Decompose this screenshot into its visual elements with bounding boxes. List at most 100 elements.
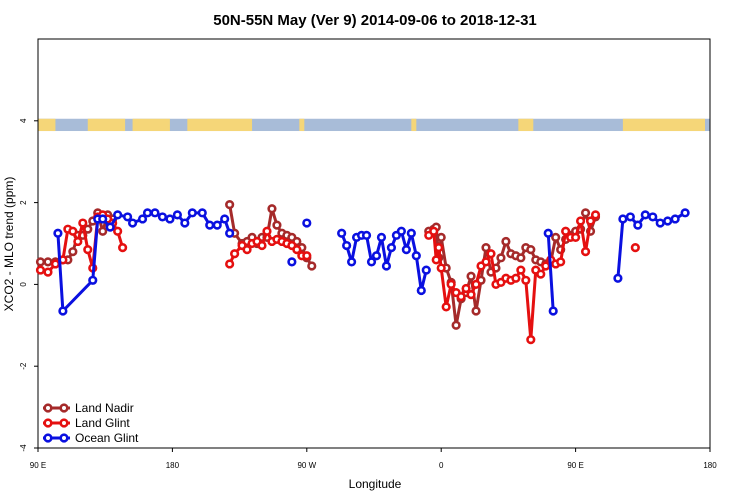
land-nadir-point: [471, 306, 481, 316]
land-nadir-point: [551, 232, 561, 242]
land-nadir-point: [307, 261, 317, 271]
ocean-glint-point: [197, 208, 207, 218]
ocean-glint-point: [142, 208, 153, 218]
ocean-glint-point: [411, 251, 421, 261]
legend-swatch-marker: [59, 418, 69, 428]
legend-label: Land Glint: [75, 416, 130, 430]
land-glint-point: [434, 242, 444, 253]
land-nadir-point: [225, 200, 235, 210]
ocean-glint-point: [172, 210, 182, 220]
land-glint-point: [486, 249, 496, 259]
ocean-glint-point: [165, 214, 175, 224]
y-tick-label: -4: [19, 444, 28, 452]
ocean-glint-point: [663, 216, 673, 226]
ocean-glint-point: [58, 306, 68, 316]
ocean-glint-point: [421, 265, 431, 275]
land-glint-point: [461, 283, 471, 294]
land-glint-point: [35, 265, 46, 275]
ocean-glint-point: [406, 228, 416, 238]
land-glint-point: [541, 261, 551, 271]
ocean-glint-point: [618, 214, 628, 224]
ocean-glint-point: [342, 240, 352, 251]
land-glint-point: [262, 226, 272, 236]
land-band: [132, 118, 170, 132]
y-tick-label: 0: [19, 282, 28, 287]
land-glint-point: [561, 226, 571, 236]
land-band: [411, 118, 417, 132]
land-glint-point: [257, 240, 267, 251]
ocean-glint-point: [633, 220, 643, 230]
ocean-glint-point: [347, 257, 357, 267]
land-nadir-point: [501, 236, 511, 247]
ocean-glint-point: [88, 275, 98, 285]
legend-item-land-nadir: Land Nadir: [43, 401, 134, 415]
legend-swatch-marker: [59, 403, 69, 413]
land-glint-point: [590, 210, 601, 220]
ocean-glint-point: [150, 208, 160, 218]
legend-swatch-marker: [43, 403, 53, 413]
land-glint-point: [526, 335, 536, 345]
x-tick-label: 180: [703, 461, 717, 470]
ocean-glint-point: [53, 228, 63, 238]
ocean-glint-point: [396, 226, 406, 236]
ocean-glint-line: [546, 233, 555, 312]
ocean-glint-point: [543, 228, 553, 238]
legend-item-land-glint: Land Glint: [43, 416, 130, 430]
land-glint-point: [431, 255, 441, 265]
ocean-glint-point: [613, 273, 623, 283]
ocean-glint-point: [376, 232, 387, 242]
ocean-glint-point: [648, 212, 658, 222]
land-nadir-point: [516, 253, 526, 263]
ocean-glint-point: [137, 214, 148, 224]
ocean-glint-point: [287, 257, 297, 267]
ocean-glint-point: [381, 261, 392, 271]
land-glint-point: [536, 269, 546, 279]
legend-label: Ocean Glint: [75, 431, 139, 445]
land-nadir-point: [496, 253, 506, 263]
land-glint-point: [429, 226, 439, 236]
x-axis-label: Longitude: [349, 477, 402, 491]
x-tick-label: 90 W: [297, 461, 316, 470]
ocean-glint-point: [386, 242, 397, 253]
ocean-glint-point: [180, 218, 190, 228]
y-axis: -4 -2 0 2 4: [19, 118, 38, 452]
y-tick-label: 4: [19, 118, 28, 123]
chart-title: 50N-55N May (Ver 9) 2014-09-06 to 2018-1…: [213, 12, 537, 29]
land-glint-point: [242, 245, 252, 255]
y-tick-label: 2: [19, 200, 28, 205]
land-glint-point: [73, 236, 83, 247]
x-tick-label: 0: [439, 461, 444, 470]
land-nadir-point: [580, 208, 591, 218]
ocean-glint-point: [220, 214, 230, 224]
land-glint-point: [516, 265, 526, 275]
land-ocean-strip: [38, 118, 710, 132]
ocean-glint-point: [205, 220, 215, 230]
land-glint-point: [585, 216, 596, 226]
ocean-glint-point: [548, 306, 558, 316]
x-tick-label: 180: [166, 461, 180, 470]
x-tick-label: 90 E: [30, 461, 46, 470]
ocean-glint-point: [98, 214, 108, 224]
land-nadir-point: [451, 320, 461, 330]
land-nadir-point: [98, 226, 108, 236]
x-axis: 90 E 180 90 W 0 90 E 180: [30, 448, 717, 470]
land-nadir-point: [526, 245, 536, 255]
ocean-glint-point: [302, 218, 312, 228]
land-nadir-point: [436, 232, 446, 242]
ocean-glint-point: [371, 251, 382, 261]
land-glint-point: [441, 302, 451, 312]
land-glint-point: [511, 273, 521, 283]
land-nadir-point: [43, 257, 53, 267]
y-axis-label: XCO2 - MLO trend (ppm): [2, 177, 16, 312]
ocean-glint-point: [157, 212, 168, 222]
land-glint-point: [225, 259, 235, 269]
ocean-glint-point: [361, 230, 372, 240]
legend-label: Land Nadir: [75, 401, 134, 415]
x-tick-label: 90 E: [567, 461, 583, 470]
ocean-glint-point: [127, 218, 138, 228]
land-nadir-point: [68, 247, 78, 257]
ocean-glint-point: [640, 210, 650, 220]
land-glint-point: [50, 259, 61, 269]
legend-swatch-marker: [43, 418, 53, 428]
